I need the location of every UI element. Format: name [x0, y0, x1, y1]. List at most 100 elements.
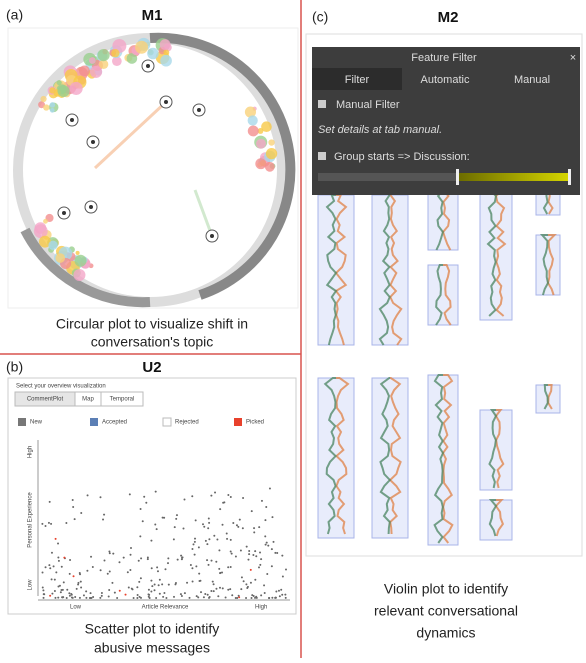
scatter-point: [203, 596, 205, 598]
slider-handle[interactable]: [456, 169, 459, 185]
scatter-point: [154, 583, 156, 585]
scatter-point: [235, 555, 237, 557]
topic-bubble: [163, 50, 169, 56]
tab-label[interactable]: Filter: [345, 74, 370, 86]
scatter-point: [102, 519, 104, 521]
scatter-point: [271, 516, 273, 518]
scatter-point: [57, 597, 59, 599]
scatter-point: [218, 549, 220, 551]
scatter-point: [73, 575, 75, 577]
scatter-point: [222, 502, 224, 504]
tab-label[interactable]: Manual: [514, 74, 550, 86]
scatter-point: [154, 589, 156, 591]
scatter-point: [190, 564, 192, 566]
legend-label: New: [30, 420, 43, 426]
scatter-point: [167, 562, 169, 564]
scatter-point: [260, 594, 262, 596]
scatter-point: [248, 553, 250, 555]
topic-bubble: [268, 139, 274, 145]
scatter-point: [60, 589, 62, 591]
checkbox[interactable]: [318, 100, 326, 108]
scatter-point: [227, 589, 229, 591]
scatter-point: [260, 558, 262, 560]
note: Set details at tab manual.: [318, 124, 442, 136]
scatter-point: [108, 596, 110, 598]
scatter-point: [111, 582, 113, 584]
scatter-point: [55, 538, 57, 540]
topic-bubble: [160, 55, 172, 67]
tab-label[interactable]: Automatic: [421, 74, 470, 86]
close-button[interactable]: ×: [570, 52, 576, 64]
scatter-point: [261, 500, 263, 502]
slider-handle[interactable]: [568, 169, 571, 185]
violin-box: [428, 265, 458, 325]
scatter-point: [136, 586, 138, 588]
topic-bubble: [256, 139, 266, 149]
scatter-point: [66, 597, 68, 599]
legend-swatch: [18, 418, 26, 426]
scatter-point: [123, 557, 125, 559]
topic-bubble: [266, 148, 277, 159]
scatter-point: [136, 597, 138, 599]
scatter-point: [108, 551, 110, 553]
scatter-point: [227, 566, 229, 568]
scatter-point: [79, 573, 81, 575]
scatter-point: [219, 587, 221, 589]
scatter-point: [250, 582, 252, 584]
scatter-point: [253, 527, 255, 529]
scatter-point: [53, 565, 55, 567]
topic-bubble: [70, 82, 83, 95]
scatter-point: [80, 581, 82, 583]
scatter-point: [192, 580, 194, 582]
scatter-point: [265, 544, 267, 546]
scatter-point: [250, 569, 252, 571]
scatter-point: [259, 564, 261, 566]
scatter-point: [203, 526, 205, 528]
scatter-point: [238, 595, 240, 597]
scatter-point: [192, 543, 194, 545]
scatter-point: [143, 496, 145, 498]
axis-label: Personal Experience: [28, 492, 34, 548]
scatter-point: [240, 549, 242, 551]
tab-label[interactable]: Temporal: [110, 397, 135, 403]
scatter-point: [51, 593, 53, 595]
scatter-point: [158, 584, 160, 586]
scatter-point: [284, 594, 286, 596]
scatter-point: [253, 531, 255, 533]
scatter-point: [265, 506, 267, 508]
tab-label[interactable]: Map: [82, 397, 94, 403]
slider-track: [318, 173, 458, 181]
checkbox[interactable]: [318, 152, 326, 160]
scatter-point: [183, 498, 185, 500]
scatter-point: [103, 559, 105, 561]
scatter-point: [57, 543, 59, 545]
scatter-point: [155, 597, 157, 599]
scatter-point: [148, 596, 150, 598]
scatter-point: [181, 595, 183, 597]
checkbox-label[interactable]: Group starts => Discussion:: [334, 151, 470, 163]
topic-bubble: [57, 80, 62, 85]
axis-end-label: Low: [70, 605, 82, 611]
scatter-point: [271, 548, 273, 550]
tab-label[interactable]: CommentPlot: [27, 397, 64, 403]
scatter-point: [278, 590, 280, 592]
scatter-point: [133, 597, 135, 599]
topic-bubble: [76, 251, 80, 255]
scatter-point: [138, 560, 140, 562]
scatter-point: [63, 581, 65, 583]
scatter-point: [69, 559, 71, 561]
scatter-point: [114, 592, 116, 594]
scatter-point: [207, 527, 209, 529]
scatter-point: [55, 571, 57, 573]
topic-bubble: [89, 57, 96, 64]
topic-bubble: [40, 96, 46, 102]
scatter-point: [285, 597, 287, 599]
scatter-point: [74, 596, 76, 598]
scatter-point: [176, 514, 178, 516]
scatter-point: [49, 501, 51, 503]
slider-range[interactable]: [458, 173, 570, 181]
scatter-point: [196, 595, 198, 597]
checkbox-label[interactable]: Manual Filter: [336, 99, 400, 111]
scatter-point: [109, 571, 111, 573]
violin-box: [480, 190, 512, 320]
